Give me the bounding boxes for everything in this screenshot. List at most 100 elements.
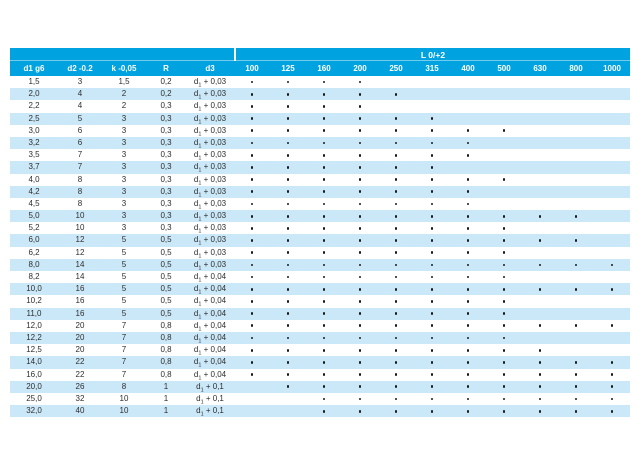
availability-dot [286,348,290,352]
cell-length-200 [342,308,378,320]
cell-k: 5 [121,308,127,318]
availability-dot [250,117,254,121]
availability-dot [322,202,326,206]
cell-k: 3 [121,162,127,172]
availability-dot [610,373,614,376]
cell-length-125 [270,356,306,368]
cell-length-400 [450,332,486,344]
availability-dot [502,348,506,352]
cell-length-630 [522,210,558,222]
availability-dot [466,336,470,340]
availability-dot [322,190,326,194]
cell-length-315 [414,344,450,356]
cell-length-500 [486,113,522,125]
cell-k: 1,5 [118,77,130,86]
cell-d2: 20 [75,345,85,355]
cell-length-315 [414,210,450,222]
availability-dot [430,251,434,255]
cell-length-630 [522,308,558,320]
cell-length-500 [486,369,522,381]
cell-length-100 [234,356,270,368]
cell-d3: d1 + 0,03 [193,101,227,113]
cell-length-100 [234,393,270,405]
cell-d2: 40 [75,406,85,416]
availability-dot [466,409,470,413]
availability-dot [286,214,290,218]
cell-length-315 [414,283,450,295]
cell-length-500 [486,222,522,234]
availability-dot [430,287,434,291]
availability-dot [466,373,470,376]
cell-length-125 [270,405,306,417]
cell-length-250 [378,125,414,137]
availability-dot [466,129,470,133]
cell-length-160 [306,393,342,405]
availability-dot [466,226,470,230]
availability-dot [358,239,362,242]
cell-length-1000 [594,100,630,112]
availability-dot [394,409,398,413]
cell-length-400 [450,88,486,100]
cell-length-500 [486,161,522,173]
cell-length-125 [270,259,306,271]
availability-dot [250,336,254,340]
cell-length-100 [234,271,270,283]
availability-dot [286,166,290,169]
cell-k: 5 [121,284,127,294]
cell-length-800 [558,174,594,186]
availability-dot [286,373,290,376]
cell-k: 7 [121,369,127,379]
availability-dot [430,324,434,328]
cell-length-630 [522,113,558,125]
availability-dot [538,397,542,401]
cell-length-1000 [594,320,630,332]
cell-length-400 [450,186,486,198]
cell-length-800 [558,369,594,381]
availability-dot [286,117,290,121]
availability-dot [322,178,326,181]
availability-dot [574,373,578,376]
cell-length-250 [378,174,414,186]
availability-dot [322,226,326,230]
cell-d3: d1 + 0,03 [193,162,227,174]
cell-length-500 [486,149,522,161]
col-header-length-100: 100 [245,64,259,73]
cell-length-800 [558,113,594,125]
availability-dot [466,361,470,364]
cell-length-160 [306,247,342,259]
availability-dot [322,312,326,316]
cell-r: 0,3 [160,137,172,147]
availability-dot [322,409,326,413]
cell-length-500 [486,198,522,210]
cell-d1: 10,0 [26,284,42,294]
cell-d2: 5 [77,113,83,123]
cell-length-160 [306,381,342,393]
cell-d2: 10 [75,211,85,221]
cell-length-400 [450,234,486,246]
cell-d1: 3,2 [28,137,40,147]
cell-length-200 [342,356,378,368]
cell-d3: d1 + 0,03 [193,150,227,162]
cell-length-250 [378,100,414,112]
cell-d2: 10 [75,223,85,233]
cell-length-100 [234,259,270,271]
cell-length-100 [234,161,270,173]
cell-length-160 [306,149,342,161]
cell-k: 3 [121,186,127,196]
cell-length-160 [306,234,342,246]
cell-r: 1 [163,393,169,403]
cell-length-400 [450,405,486,417]
cell-length-630 [522,149,558,161]
cell-length-160 [306,113,342,125]
cell-k: 5 [121,235,127,245]
cell-d1: 11,0 [26,308,42,318]
cell-length-250 [378,210,414,222]
availability-dot [394,361,398,364]
cell-length-800 [558,393,594,405]
availability-dot [394,348,398,352]
availability-dot [502,239,506,242]
cell-length-1000 [594,161,630,173]
cell-length-125 [270,295,306,307]
availability-dot [322,251,326,255]
